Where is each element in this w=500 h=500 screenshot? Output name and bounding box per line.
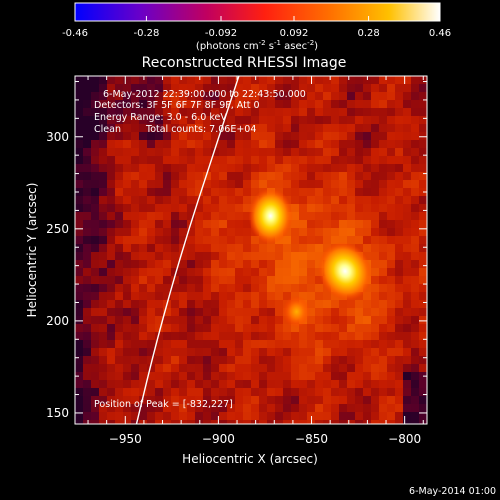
- energy-range-label: Energy Range: 3.0 - 6.0 keV: [94, 112, 227, 123]
- y-axis-ticks: 150 200 250 300: [46, 81, 427, 420]
- plot-area: [75, 76, 427, 424]
- annotations: 6-May-2012 22:39:00.000 to 22:43:50.000 …: [94, 89, 306, 410]
- colorbar-gradient: [74, 2, 441, 22]
- colorbar-tick-label: -0.092: [205, 28, 237, 39]
- algorithm-label: Clean: [94, 124, 121, 135]
- colorbar-tick-label: 0.092: [280, 28, 309, 39]
- y-axis-label: Heliocentric Y (arcsec): [25, 183, 39, 318]
- time-range-label: 6-May-2012 22:39:00.000 to 22:43:50.000: [103, 89, 306, 100]
- colorbar: -0.46 -0.28 -0.092 0.092 0.28 0.46 (photons c…: [62, 2, 451, 52]
- total-counts-label: Total counts: 7.06E+04: [145, 124, 256, 135]
- plot-frame: [74, 75, 428, 425]
- peak-position-label: Position of Peak = [-832,227]: [94, 399, 233, 410]
- footer-date: 6-May-2014 01:00: [409, 486, 496, 497]
- emission-source: [318, 241, 372, 301]
- x-tick-label: −850: [295, 432, 328, 446]
- colorbar-unit-label: (photons cm-2 s-1 asec-2): [196, 39, 318, 52]
- x-tick-label: −800: [388, 432, 421, 446]
- x-axis-label: Heliocentric X (arcsec): [182, 452, 318, 466]
- source-layer: [248, 187, 372, 328]
- y-tick-label: 150: [46, 406, 69, 420]
- colorbar-tick-label: -0.46: [62, 28, 88, 39]
- emission-source: [282, 295, 311, 328]
- y-tick-label: 250: [46, 222, 69, 236]
- x-tick-label: −950: [109, 432, 142, 446]
- y-tick-label: 300: [46, 130, 69, 144]
- y-tick-label: 200: [46, 314, 69, 328]
- x-axis-ticks: −950 −900 −850 −800: [87, 76, 424, 446]
- colorbar-tick-label: -0.28: [133, 28, 159, 39]
- colorbar-tick-label: 0.46: [429, 28, 451, 39]
- detectors-label: Detectors: 3F 5F 6F 7F 8F 9F, Att 0: [94, 100, 260, 111]
- colorbar-tick-label: 0.28: [357, 28, 379, 39]
- solar-limb-curve: [135, 76, 240, 424]
- chart-title: Reconstructed RHESSI Image: [142, 55, 347, 71]
- colorbar-ticks: -0.46 -0.28 -0.092 0.092 0.28 0.46: [62, 16, 451, 39]
- emission-source: [248, 187, 293, 244]
- x-tick-label: −900: [202, 432, 235, 446]
